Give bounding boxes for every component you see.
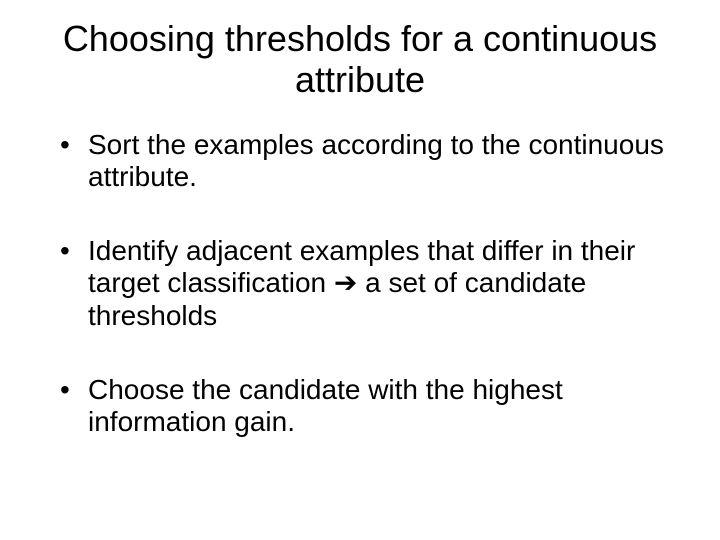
slide-title: Choosing thresholds for a continuous att… [40,18,680,101]
bullet-item: Choose the candidate with the highest in… [60,374,680,438]
bullet-item: Sort the examples according to the conti… [60,129,680,193]
bullet-item: Identify adjacent examples that differ i… [60,235,680,332]
bullet-list: Sort the examples according to the conti… [40,129,680,438]
